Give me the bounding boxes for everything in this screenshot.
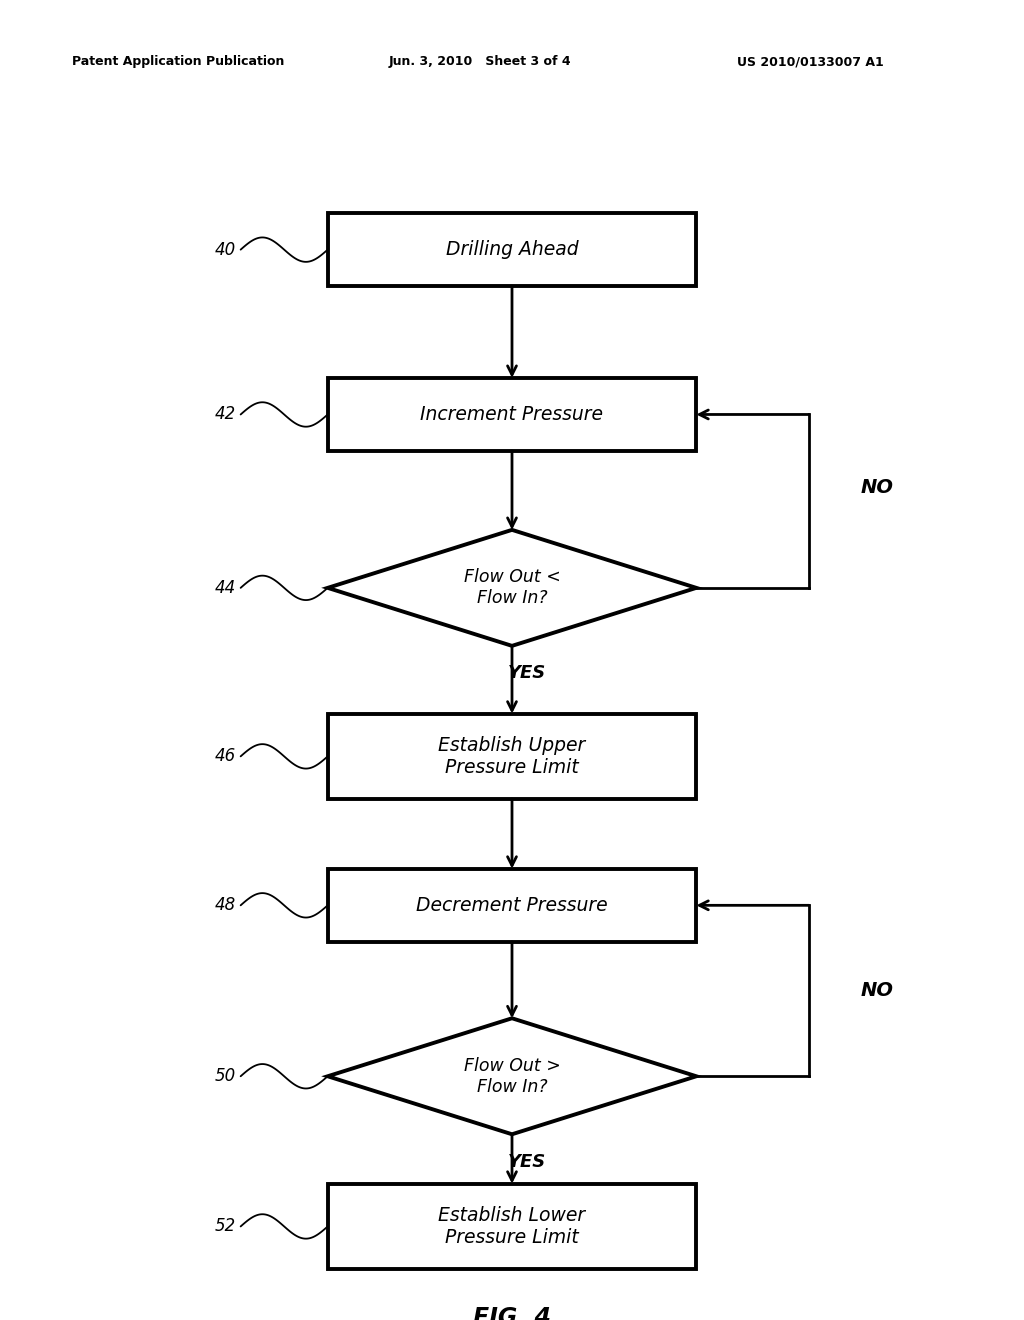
Text: 50: 50 xyxy=(214,1068,236,1085)
Text: 40: 40 xyxy=(214,240,236,259)
Text: NO: NO xyxy=(860,981,893,1001)
Text: 46: 46 xyxy=(214,747,236,766)
Text: Flow Out <
Flow In?: Flow Out < Flow In? xyxy=(464,569,560,607)
Text: 44: 44 xyxy=(214,579,236,597)
Text: Establish Lower
Pressure Limit: Establish Lower Pressure Limit xyxy=(438,1206,586,1247)
Bar xyxy=(328,213,696,286)
Text: 42: 42 xyxy=(214,405,236,424)
Text: Patent Application Publication: Patent Application Publication xyxy=(72,55,284,69)
Bar xyxy=(328,1184,696,1270)
Text: YES: YES xyxy=(508,1152,547,1171)
Text: 52: 52 xyxy=(214,1217,236,1236)
Text: Increment Pressure: Increment Pressure xyxy=(421,405,603,424)
Text: Jun. 3, 2010   Sheet 3 of 4: Jun. 3, 2010 Sheet 3 of 4 xyxy=(389,55,571,69)
Text: FIG. 4: FIG. 4 xyxy=(473,1305,551,1320)
Text: 48: 48 xyxy=(214,896,236,915)
Text: Drilling Ahead: Drilling Ahead xyxy=(445,240,579,259)
Polygon shape xyxy=(328,1018,696,1134)
Bar xyxy=(328,714,696,799)
Text: YES: YES xyxy=(508,664,547,682)
Text: Decrement Pressure: Decrement Pressure xyxy=(416,896,608,915)
Text: Flow Out >
Flow In?: Flow Out > Flow In? xyxy=(464,1057,560,1096)
Bar xyxy=(328,378,696,451)
Text: Establish Upper
Pressure Limit: Establish Upper Pressure Limit xyxy=(438,735,586,777)
Text: US 2010/0133007 A1: US 2010/0133007 A1 xyxy=(737,55,884,69)
Text: NO: NO xyxy=(860,478,893,498)
Bar xyxy=(328,869,696,942)
Polygon shape xyxy=(328,529,696,645)
